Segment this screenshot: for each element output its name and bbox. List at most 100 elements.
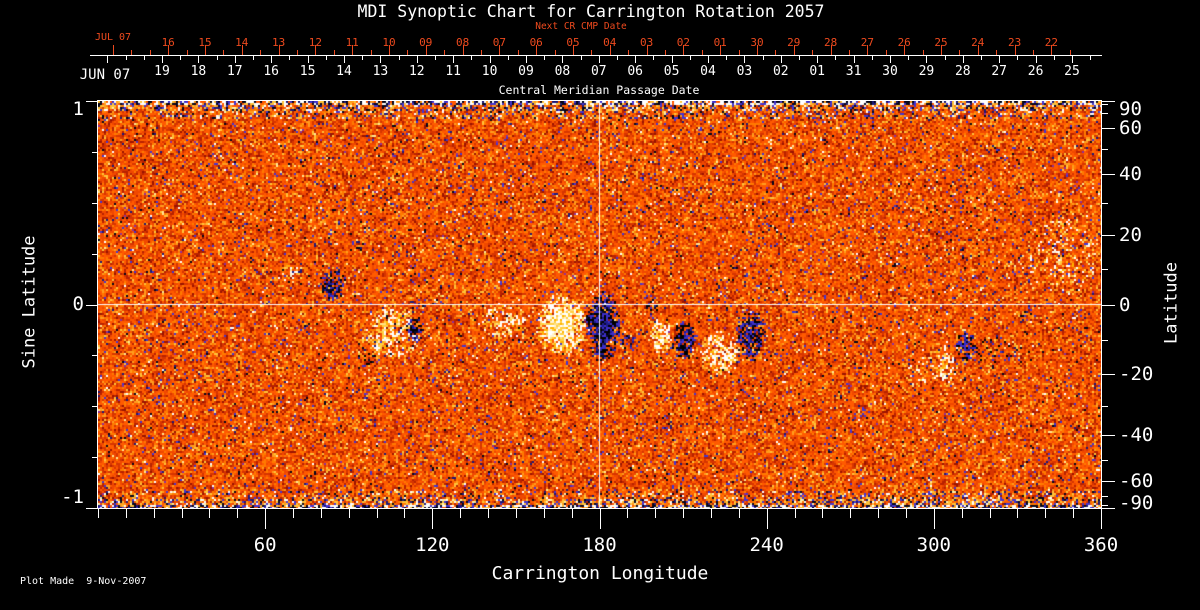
top-axis-red-tick [720, 45, 722, 55]
top-axis-red-tick [959, 50, 961, 55]
white-day-label: 17 [226, 64, 243, 79]
top-axis-white-tick [216, 55, 218, 60]
left-axis-label: 0 [72, 293, 84, 315]
top-axis-white-tick [307, 55, 309, 63]
bottom-axis-tick [543, 509, 545, 518]
top-axis-white-tick [1090, 55, 1092, 60]
red-day-label: 03 [639, 36, 654, 49]
top-axis-white-tick [435, 55, 436, 60]
top-axis-red-tick [462, 45, 464, 55]
left-axis-title: Sine Latitude [19, 235, 40, 369]
top-axis-white-tick [234, 55, 236, 63]
top-axis-red-tick [665, 50, 666, 55]
top-axis-white-tick [689, 55, 691, 60]
top-axis-red-tick [757, 45, 758, 55]
top-axis-red-tick [241, 45, 243, 55]
top-axis-white-tick [198, 55, 200, 63]
bottom-axis-tick [933, 509, 935, 529]
left-axis-tick [86, 508, 97, 509]
top-axis-white-tick [107, 55, 109, 63]
right-axis-tick [1102, 113, 1108, 115]
right-axis-tick [1102, 104, 1108, 106]
bottom-axis-label: 240 [749, 534, 784, 556]
red-day-label: 25 [934, 36, 948, 49]
top-axis-red-tick [149, 50, 151, 55]
top-axis-red-tick [315, 45, 317, 55]
bottom-axis-tick [293, 509, 295, 518]
white-day-label: 10 [481, 64, 498, 79]
red-day-label: 26 [897, 36, 911, 49]
right-axis-label: -60 [1119, 469, 1154, 492]
red-day-label: 11 [345, 36, 359, 49]
red-day-label: 14 [235, 36, 249, 49]
red-day-label: 08 [455, 36, 470, 49]
top-axis-white-tick [671, 55, 673, 63]
bottom-axis-label: 120 [415, 534, 450, 556]
white-day-label: 12 [408, 64, 425, 79]
white-day-label: 27 [991, 64, 1008, 79]
bottom-axis-tick [237, 509, 239, 518]
top-axis-red-tick [996, 50, 998, 55]
top-axis-white-tick [962, 55, 964, 63]
red-day-label: 06 [529, 36, 543, 49]
top-axis-red-tick [554, 50, 556, 55]
top-axis-red-tick [793, 45, 795, 55]
top-axis-white-tick [635, 55, 637, 63]
top-axis-red-tick [517, 50, 519, 55]
bottom-axis-tick [181, 509, 183, 518]
top-axis-white-tick [871, 55, 873, 60]
top-axis-red-tick [628, 50, 630, 55]
bottom-axis-tick [710, 509, 712, 518]
white-day-label: 07 [590, 64, 607, 79]
top-axis-white-tick [726, 55, 728, 60]
top-axis-white-tick [580, 55, 582, 60]
top-axis-red-tick [977, 45, 979, 55]
bottom-axis-tick [822, 509, 824, 518]
top-axis-red-tick [370, 50, 372, 55]
top-axis-white-tick [289, 55, 291, 60]
white-day-label: 04 [700, 64, 716, 79]
bottom-axis-tick [961, 509, 963, 518]
top-axis-red-tick [297, 50, 298, 55]
right-axis-label: 90 [1119, 98, 1142, 120]
top-axis-red-tick [1014, 45, 1016, 55]
red-day-label: 23 [1007, 36, 1022, 49]
white-day-label: 15 [299, 64, 316, 79]
white-day-label: 18 [190, 64, 207, 79]
bottom-axis-tick [432, 509, 434, 529]
top-axis-white-tick [143, 55, 145, 60]
top-axis-red-tick [849, 50, 850, 55]
top-axis-white-tick [325, 55, 327, 60]
top-axis-white-tick [1072, 55, 1073, 63]
right-axis-label: -20 [1119, 363, 1154, 386]
top-axis-red-tick [131, 50, 133, 55]
top-axis-white-tick [544, 55, 546, 60]
top-axis-white-tick [526, 55, 527, 63]
white-day-label: 11 [445, 64, 462, 79]
top-axis-white-tick [125, 55, 127, 60]
right-axis-label: 40 [1119, 162, 1142, 185]
bottom-axis-title: Carrington Longitude [491, 563, 709, 584]
bottom-axis-tick [655, 509, 657, 518]
bottom-axis-tick [850, 509, 852, 518]
right-axis-tick [1102, 304, 1115, 306]
right-axis-tick [1102, 148, 1108, 150]
right-axis-title: Latitude [1161, 262, 1182, 344]
bottom-axis-tick [1017, 509, 1019, 518]
red-day-label: 13 [271, 36, 286, 49]
top-axis-white-tick [617, 55, 618, 60]
top-axis-red-tick [775, 50, 777, 55]
white-day-label: 19 [154, 64, 170, 79]
right-axis-label: 0 [1119, 293, 1131, 316]
red-day-label: 12 [308, 36, 323, 49]
right-axis-label: -90 [1119, 492, 1154, 514]
top-axis-red-tick [389, 45, 390, 55]
top-axis-red-tick [278, 45, 280, 55]
bottom-axis-tick [989, 509, 991, 518]
white-day-label: 28 [954, 64, 971, 79]
right-axis-tick [1102, 269, 1108, 271]
top-axis-white-tick [653, 55, 655, 60]
bottom-axis-tick [153, 509, 155, 518]
top-axis-red-tick [738, 50, 740, 55]
